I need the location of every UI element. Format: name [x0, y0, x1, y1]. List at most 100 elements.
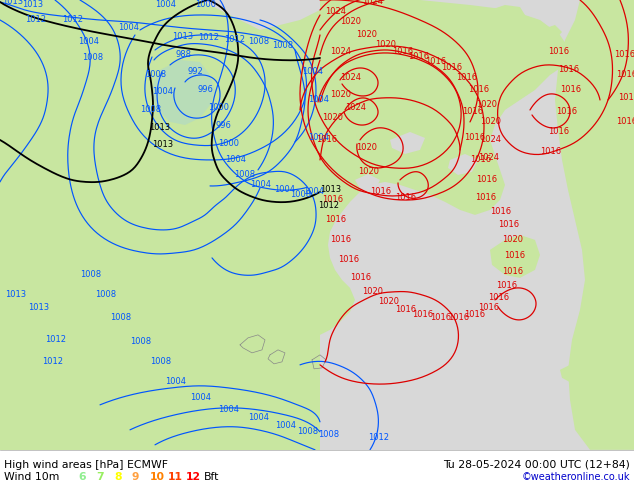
Text: 1016: 1016 — [464, 133, 485, 143]
Text: 1004: 1004 — [218, 405, 239, 415]
Text: 1012: 1012 — [25, 16, 46, 24]
Text: 992: 992 — [188, 68, 204, 76]
Text: 1013: 1013 — [152, 141, 173, 149]
Text: 1020: 1020 — [356, 144, 377, 152]
Text: 1004: 1004 — [308, 96, 329, 104]
Text: 1016: 1016 — [618, 94, 634, 102]
Text: 1020: 1020 — [358, 168, 379, 176]
Text: 996: 996 — [215, 122, 231, 130]
Text: 1008: 1008 — [130, 337, 151, 346]
Bar — [320, 0, 634, 450]
Text: 1016: 1016 — [395, 305, 416, 315]
Text: 1016: 1016 — [338, 255, 359, 265]
Text: 1008: 1008 — [248, 37, 269, 47]
Text: 1016: 1016 — [325, 216, 346, 224]
Text: 7: 7 — [96, 472, 103, 482]
Polygon shape — [540, 25, 562, 40]
Text: 1016: 1016 — [456, 74, 477, 82]
Text: 1013: 1013 — [149, 123, 170, 132]
Text: 6: 6 — [78, 472, 86, 482]
Text: 1016: 1016 — [614, 50, 634, 59]
Text: 1016: 1016 — [350, 273, 371, 282]
Text: 1008: 1008 — [234, 171, 255, 179]
Text: 1020: 1020 — [356, 30, 377, 40]
Text: 1016: 1016 — [370, 187, 391, 196]
Polygon shape — [448, 154, 478, 175]
Text: 1016: 1016 — [475, 194, 496, 202]
Text: 1004: 1004 — [275, 421, 296, 430]
Text: 1016: 1016 — [498, 220, 519, 229]
Text: 1016: 1016 — [322, 196, 343, 204]
Text: 1004: 1004 — [248, 414, 269, 422]
Text: 1008: 1008 — [80, 270, 101, 279]
Text: 1012: 1012 — [45, 335, 66, 344]
Text: 1016: 1016 — [448, 314, 469, 322]
Text: 1016: 1016 — [408, 52, 429, 61]
Text: 1016: 1016 — [412, 310, 433, 319]
Text: 1004: 1004 — [78, 37, 99, 47]
Text: 1008: 1008 — [150, 357, 171, 367]
Text: High wind areas [hPa] ECMWF: High wind areas [hPa] ECMWF — [4, 460, 168, 470]
Text: 1024: 1024 — [362, 0, 383, 6]
Text: 1016: 1016 — [462, 107, 483, 117]
Text: 9: 9 — [132, 472, 139, 482]
Text: 1000: 1000 — [208, 103, 229, 113]
Polygon shape — [430, 5, 455, 20]
Text: 1020: 1020 — [322, 114, 343, 122]
Text: 1016: 1016 — [395, 194, 416, 202]
Bar — [0, 0, 320, 450]
Polygon shape — [490, 5, 525, 20]
Text: 1020: 1020 — [502, 235, 523, 245]
Text: 1016: 1016 — [470, 155, 491, 165]
Text: 1008: 1008 — [110, 314, 131, 322]
Text: 1013: 1013 — [2, 0, 23, 6]
Text: 1008: 1008 — [145, 71, 166, 79]
Text: 1008: 1008 — [318, 430, 339, 440]
Text: 1016: 1016 — [468, 85, 489, 95]
Text: 1008: 1008 — [272, 42, 293, 50]
Text: 1004: 1004 — [274, 185, 295, 195]
Text: 1016: 1016 — [490, 207, 511, 217]
Text: 1016: 1016 — [560, 85, 581, 95]
Text: 1024: 1024 — [345, 103, 366, 113]
Text: 1012: 1012 — [62, 16, 83, 24]
Polygon shape — [490, 235, 540, 278]
Text: 1004: 1004 — [303, 187, 324, 196]
Text: 1020: 1020 — [362, 287, 383, 296]
Polygon shape — [390, 132, 425, 154]
Text: 10: 10 — [150, 472, 165, 482]
Text: 1016: 1016 — [430, 314, 451, 322]
Text: 1000: 1000 — [218, 140, 239, 148]
Text: 1020: 1020 — [378, 297, 399, 306]
Text: 11: 11 — [168, 472, 183, 482]
Text: 1024: 1024 — [340, 74, 361, 82]
Text: 1016: 1016 — [616, 118, 634, 126]
Text: 1016: 1016 — [425, 57, 446, 67]
Text: 12: 12 — [186, 472, 201, 482]
Text: 1016: 1016 — [476, 175, 497, 184]
Polygon shape — [320, 0, 570, 335]
Text: 1024: 1024 — [325, 7, 346, 17]
Polygon shape — [560, 360, 595, 385]
Text: 1024: 1024 — [330, 48, 351, 56]
Text: Bft: Bft — [204, 472, 219, 482]
Text: 1013: 1013 — [28, 303, 49, 313]
Text: 1024: 1024 — [480, 135, 501, 145]
Text: Wind 10m: Wind 10m — [4, 472, 60, 482]
Text: 1004: 1004 — [250, 180, 271, 190]
Text: 1000: 1000 — [195, 0, 216, 9]
Text: 1004: 1004 — [152, 87, 173, 97]
Text: 1012: 1012 — [198, 33, 219, 43]
Text: 1012: 1012 — [42, 357, 63, 367]
Text: 1012: 1012 — [368, 433, 389, 442]
Text: ©weatheronline.co.uk: ©weatheronline.co.uk — [522, 472, 630, 482]
Text: 1016: 1016 — [330, 235, 351, 245]
Text: 1016: 1016 — [478, 303, 499, 313]
Text: 1016: 1016 — [441, 64, 462, 73]
Text: 1013: 1013 — [5, 291, 26, 299]
Text: 1020: 1020 — [340, 18, 361, 26]
Text: 1012: 1012 — [224, 35, 245, 45]
Text: 1012: 1012 — [318, 201, 339, 210]
Text: 1020: 1020 — [330, 91, 351, 99]
Text: 1008: 1008 — [290, 191, 311, 199]
